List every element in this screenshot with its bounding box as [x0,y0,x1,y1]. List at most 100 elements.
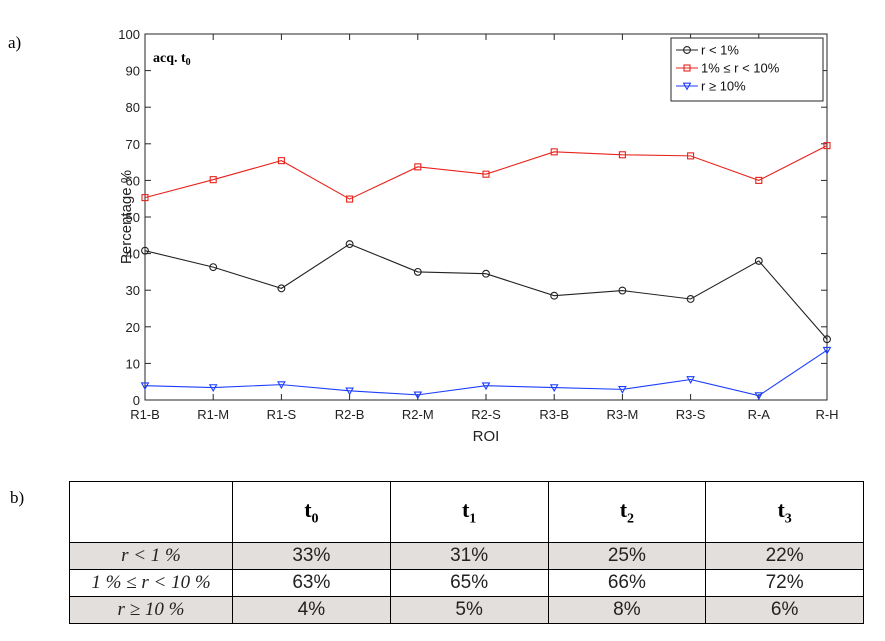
y-tick-label: 100 [118,27,140,42]
data-point [414,163,422,171]
data-point [277,381,286,390]
data-point [618,151,626,159]
legend-marker [682,82,692,91]
x-tick-label: R2-M [402,407,434,422]
summary-table: t0 t1 t2 t3 r < 1 % 33% 31% 25% 22% 1 % … [69,481,864,624]
table-row-label: r < 1 % [69,542,233,570]
data-point [686,376,695,385]
table-cell: 72% [705,569,864,597]
x-tick-label: R-A [748,407,771,422]
y-axis: 0 10 20 30 40 50 60 70 80 90 100 [118,27,827,408]
data-point [823,335,831,344]
table-cell: 4% [232,596,391,624]
x-tick-label: R3-B [539,407,569,422]
x-tick-label: R-H [815,407,838,422]
y-tick-label: 60 [126,173,140,188]
series-line [144,349,828,397]
y-tick-label: 10 [126,356,140,371]
x-axis-title: ROI [473,428,500,445]
y-tick-label: 90 [126,64,140,79]
x-axis: R1-B R1-M R1-S R2-B R2-M R2-S R3-B R3-M R3-S R-A R… [130,34,839,422]
data-point [822,346,832,355]
series-line [144,145,828,200]
chart-annotation-subscript: 0 [186,57,191,68]
panel-a-label: a) [8,33,22,52]
y-axis-title: Percentage % [118,170,135,264]
legend-box [670,37,824,102]
y-tick-label: 40 [126,247,140,262]
table-row-label: r ≥ 10 % [69,596,233,624]
legend-marker [683,46,691,54]
y-tick-label: 20 [126,320,140,335]
data-point [481,382,491,391]
legend-label: 1% ≤ r < 10% [701,61,780,76]
y-tick-label: 80 [126,100,140,115]
data-point [209,176,217,184]
data-point [141,194,149,202]
data-point [550,291,559,300]
table-row: r < 1 % 33% 31% 25% 22% [69,542,864,570]
table-corner-cell [69,481,233,543]
data-point [277,157,285,165]
table-row: r ≥ 10 % 4% 5% 8% 6% [69,596,864,624]
table-header-t3: t3 [705,481,864,543]
data-point [754,392,764,401]
table-cell: 33% [232,542,391,570]
table-cell: 25% [547,542,707,570]
data-point [687,152,695,160]
table-cell: 66% [547,569,707,597]
data-point [482,269,490,278]
data-point [686,295,695,303]
table-row: 1 % ≤ r < 10 % 63% 65% 66% 72% [69,569,864,597]
data-point [413,391,423,400]
data-point [618,386,627,394]
y-tick-label: 0 [133,393,140,408]
data-point [823,142,831,150]
y-tick-label: 30 [126,283,140,298]
table-header-t2: t2 [547,481,707,543]
table-header-t1: t1 [389,481,549,543]
y-tick-label: 70 [126,137,140,152]
x-tick-label: R1-M [197,407,229,422]
y-tick-label: 50 [126,210,140,225]
panel-b-label: b) [10,488,25,507]
table-cell: 5% [389,596,549,624]
table-cell: 8% [547,596,707,624]
legend-label: r < 1% [701,43,739,58]
data-point [346,195,354,203]
legend-label: r ≥ 10% [701,79,746,94]
data-point [141,246,149,255]
data-point [208,384,218,393]
table-cell: 22% [705,542,864,570]
table-cell: 65% [389,569,549,597]
x-tick-label: R3-M [607,407,639,422]
table-row-label: 1 % ≤ r < 10 % [69,569,233,597]
data-point [140,382,150,391]
x-tick-label: R2-B [335,407,365,422]
table-cell: 31% [389,542,549,570]
table-header-row: t0 t1 t2 t3 [69,481,864,543]
legend-marker [683,64,691,72]
table-cell: 63% [232,569,391,597]
table-header-t0: t0 [232,481,391,543]
data-point [482,170,490,178]
series-line [144,243,828,340]
data-point [550,148,558,156]
data-point [209,263,218,272]
data-point [618,286,627,295]
x-tick-label: R3-S [676,407,706,422]
legend: r < 1% 1% ≤ r < 10% r ≥ 10% [670,37,824,102]
data-point [345,387,354,396]
x-tick-label: R1-B [130,407,160,422]
data-point [413,267,422,276]
data-point [754,256,763,265]
table-cell: 6% [705,596,864,624]
x-tick-label: R1-S [267,407,297,422]
chart-annotation: acq. t0 [153,51,191,68]
data-point [549,384,559,393]
x-tick-label: R2-S [471,407,501,422]
data-point [277,284,286,293]
data-point [755,176,763,184]
series-layer [140,142,832,401]
